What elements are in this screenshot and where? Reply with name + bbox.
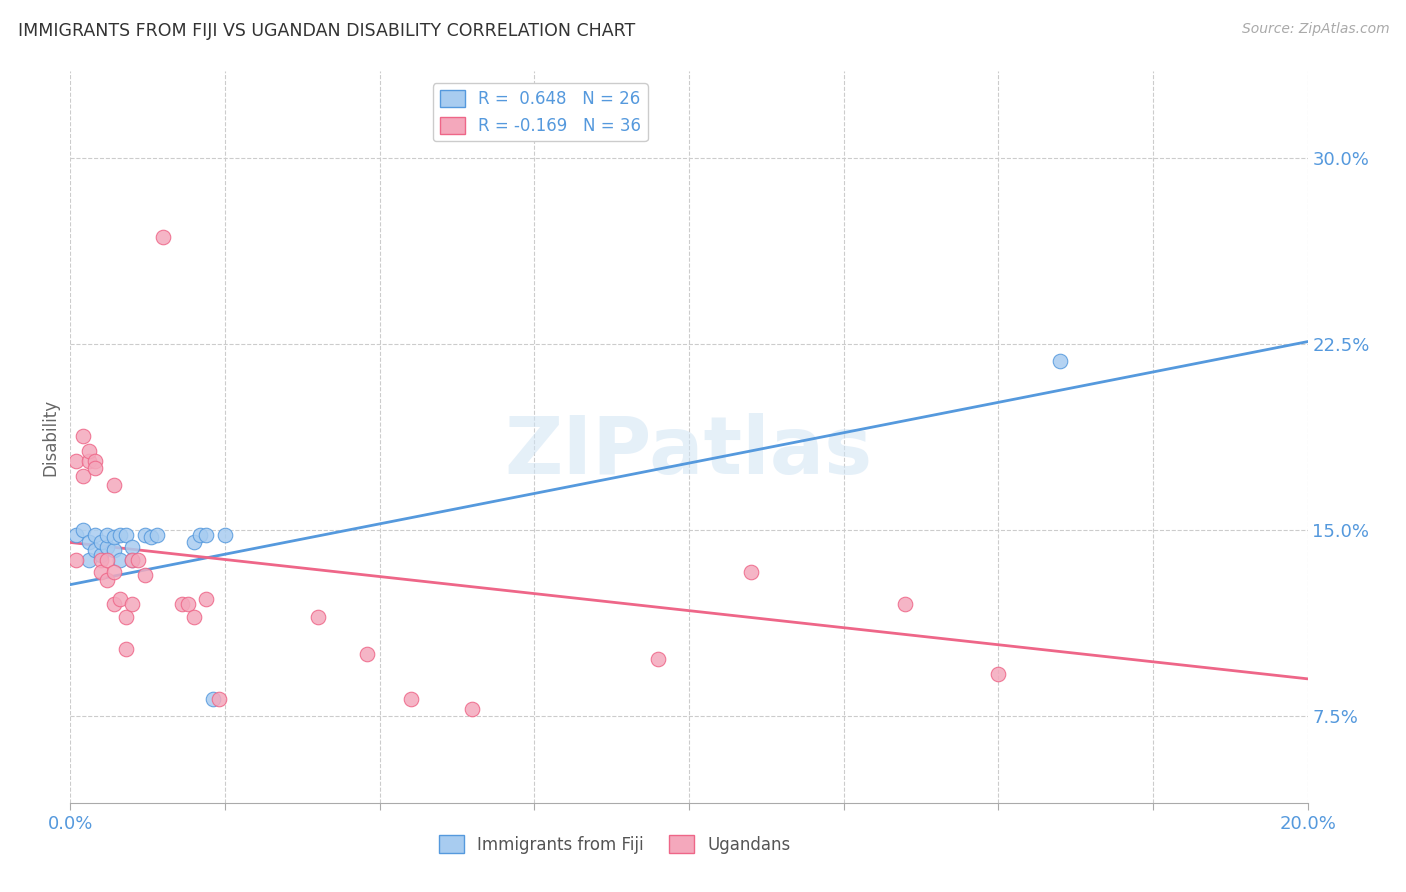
Point bbox=[108, 553, 131, 567]
Point bbox=[461, 701, 484, 715]
Point bbox=[152, 230, 174, 244]
Point bbox=[77, 453, 100, 467]
Point bbox=[987, 666, 1010, 681]
Point bbox=[894, 598, 917, 612]
Point bbox=[77, 443, 100, 458]
Point bbox=[103, 542, 125, 557]
Point bbox=[72, 429, 94, 443]
Point bbox=[208, 691, 231, 706]
Point bbox=[65, 553, 87, 567]
Point bbox=[115, 528, 138, 542]
Point bbox=[90, 535, 112, 549]
Point bbox=[1049, 354, 1071, 368]
Point bbox=[195, 528, 218, 542]
Point bbox=[77, 535, 100, 549]
Point bbox=[96, 528, 118, 542]
Point bbox=[77, 553, 100, 567]
Point bbox=[307, 610, 329, 624]
Point bbox=[90, 548, 112, 562]
Point bbox=[183, 535, 205, 549]
Point bbox=[90, 565, 112, 579]
Point bbox=[399, 691, 422, 706]
Text: IMMIGRANTS FROM FIJI VS UGANDAN DISABILITY CORRELATION CHART: IMMIGRANTS FROM FIJI VS UGANDAN DISABILI… bbox=[18, 22, 636, 40]
Point bbox=[134, 528, 156, 542]
Point bbox=[127, 553, 149, 567]
Point bbox=[84, 542, 107, 557]
Point bbox=[139, 531, 162, 545]
Point bbox=[84, 528, 107, 542]
Point bbox=[121, 541, 143, 555]
Point bbox=[740, 565, 762, 579]
Text: ZIPatlas: ZIPatlas bbox=[505, 413, 873, 491]
Point bbox=[115, 642, 138, 657]
Point bbox=[188, 528, 211, 542]
Point bbox=[195, 592, 218, 607]
Point bbox=[96, 541, 118, 555]
Point bbox=[65, 528, 87, 542]
Point bbox=[103, 598, 125, 612]
Legend: Immigrants from Fiji, Ugandans: Immigrants from Fiji, Ugandans bbox=[432, 829, 797, 860]
Point bbox=[103, 478, 125, 492]
Text: Source: ZipAtlas.com: Source: ZipAtlas.com bbox=[1241, 22, 1389, 37]
Point bbox=[356, 647, 378, 661]
Point bbox=[96, 553, 118, 567]
Y-axis label: Disability: Disability bbox=[41, 399, 59, 475]
Point bbox=[134, 567, 156, 582]
Point bbox=[103, 565, 125, 579]
Point bbox=[108, 528, 131, 542]
Point bbox=[121, 553, 143, 567]
Point bbox=[201, 691, 224, 706]
Point bbox=[90, 553, 112, 567]
Point bbox=[65, 453, 87, 467]
Point bbox=[115, 610, 138, 624]
Point bbox=[121, 553, 143, 567]
Point bbox=[72, 468, 94, 483]
Point bbox=[121, 598, 143, 612]
Point bbox=[177, 598, 200, 612]
Point bbox=[647, 652, 669, 666]
Point bbox=[183, 610, 205, 624]
Point bbox=[72, 523, 94, 537]
Point bbox=[146, 528, 169, 542]
Point bbox=[96, 573, 118, 587]
Point bbox=[103, 531, 125, 545]
Point bbox=[108, 592, 131, 607]
Point bbox=[170, 598, 193, 612]
Point bbox=[214, 528, 236, 542]
Point bbox=[84, 453, 107, 467]
Point bbox=[84, 461, 107, 475]
